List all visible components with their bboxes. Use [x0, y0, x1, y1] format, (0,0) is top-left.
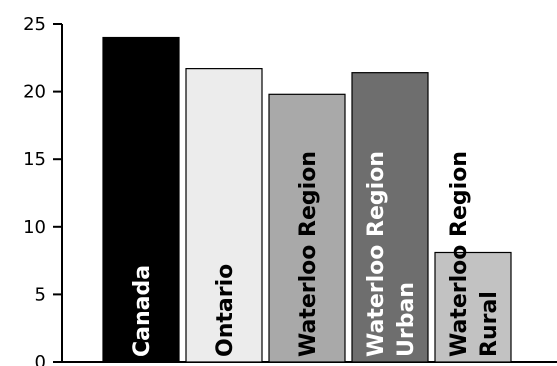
- bar-label: Ontario: [213, 264, 238, 357]
- bar: [351, 72, 429, 363]
- y-tick-label: 10: [23, 217, 46, 238]
- bars: [102, 36, 512, 363]
- bar: [102, 36, 180, 363]
- bar: [268, 93, 346, 363]
- bar-label: Waterloo Region: [447, 151, 472, 357]
- bar: [185, 68, 263, 363]
- y-tick-label: 20: [23, 82, 46, 103]
- y-tick-label: 5: [35, 284, 46, 305]
- bar: [434, 251, 512, 363]
- y-tick-label: 0: [35, 352, 46, 366]
- y-ticks: 0 5 10 15 20 25: [23, 14, 62, 366]
- bar-label: Urban: [394, 282, 419, 357]
- bar-label: Canada: [130, 265, 155, 357]
- bar-label: Rural: [477, 291, 502, 357]
- y-tick-label: 15: [23, 149, 46, 170]
- bar-label: Waterloo Region: [296, 151, 321, 357]
- bar-label: Waterloo Region: [364, 151, 389, 357]
- y-tick-label: 25: [23, 14, 46, 35]
- bar-labels: Canada Ontario Waterloo Region Waterloo Reg…: [130, 151, 502, 357]
